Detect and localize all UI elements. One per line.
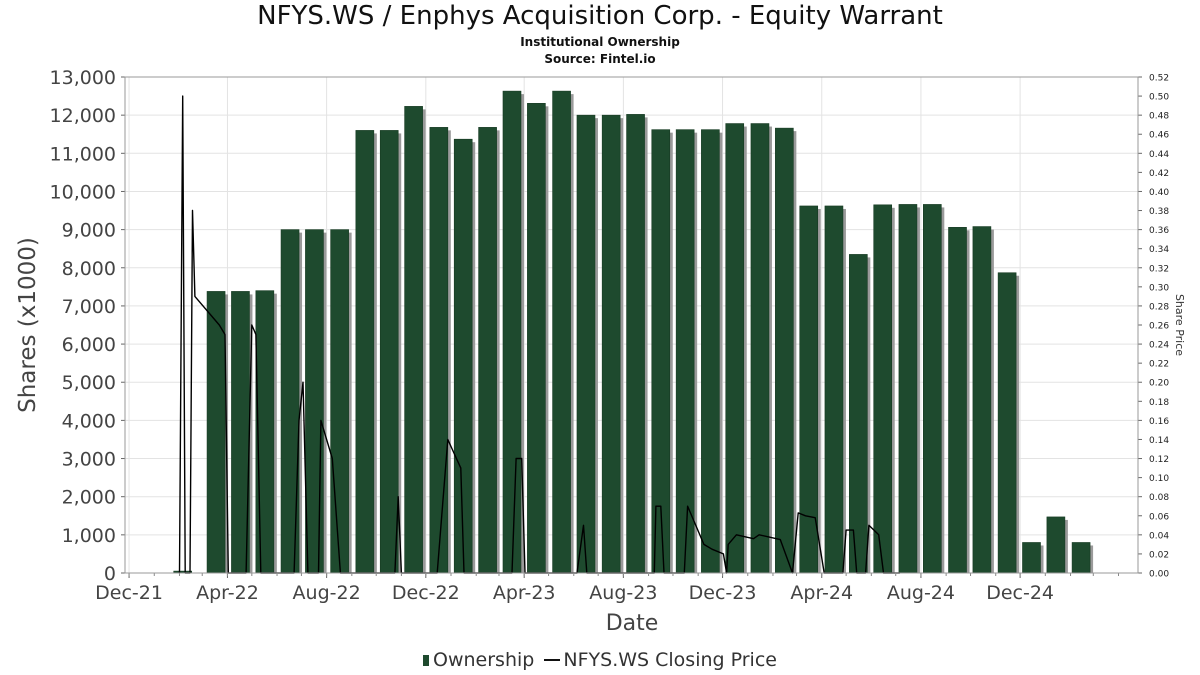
y2-tick-label: 0.16 xyxy=(1149,417,1169,427)
chart-title: NFYS.WS / Enphys Acquisition Corp. - Equ… xyxy=(257,1,943,31)
ownership-bar xyxy=(898,204,918,574)
ownership-bar xyxy=(626,114,645,574)
legend-ownership-label: Ownership xyxy=(433,648,535,671)
y2-tick-label: 0.38 xyxy=(1149,207,1169,217)
ownership-bar xyxy=(923,204,942,574)
x-tick-label: Dec-22 xyxy=(392,582,460,604)
y-tick-label: 1,000 xyxy=(62,525,116,547)
y-tick-label: 8,000 xyxy=(62,258,116,280)
ownership-bar xyxy=(552,90,571,574)
legend-item-ownership: Ownership xyxy=(423,649,534,671)
ownership-bar xyxy=(948,227,967,574)
x-tick-label: Dec-21 xyxy=(95,582,163,604)
y2-tick-label: 0.04 xyxy=(1149,531,1169,541)
chart-source: Source: Fintel.io xyxy=(544,52,656,66)
x-tick-label: Dec-24 xyxy=(986,582,1054,604)
y2-tick-label: 0.14 xyxy=(1149,436,1169,446)
ownership-bar xyxy=(824,205,844,574)
x-tick-label: Apr-22 xyxy=(196,582,259,604)
y2-axis-label: Share Price xyxy=(1173,294,1186,356)
ownership-bar xyxy=(453,138,473,574)
y2-tick-label: 0.42 xyxy=(1149,169,1169,179)
y2-tick-label: 0.12 xyxy=(1149,455,1169,465)
x-tick-label: Aug-22 xyxy=(293,582,361,604)
y2-tick-label: 0.44 xyxy=(1149,150,1169,160)
y2-tick-label: 0.18 xyxy=(1149,398,1169,408)
x-tick-label: Aug-24 xyxy=(887,582,955,604)
ownership-bar xyxy=(601,114,621,574)
y2-tick-label: 0.06 xyxy=(1149,512,1169,522)
legend-bar-swatch xyxy=(423,654,430,666)
ownership-bar xyxy=(478,127,497,574)
x-tick-label: Dec-23 xyxy=(689,582,757,604)
y-tick-label: 2,000 xyxy=(62,487,116,509)
y-tick-label: 12,000 xyxy=(50,105,116,127)
ownership-bar xyxy=(775,127,794,574)
x-axis-label: Date xyxy=(606,611,659,636)
ownership-bar xyxy=(701,129,720,574)
y2-tick-label: 0.00 xyxy=(1149,570,1169,580)
y2-tick-label: 0.08 xyxy=(1149,493,1169,503)
y-axis-label: Shares (x1000) xyxy=(15,237,41,413)
y-tick-label: 11,000 xyxy=(50,143,116,165)
y2-tick-label: 0.22 xyxy=(1149,360,1169,370)
y-tick-label: 6,000 xyxy=(62,334,116,356)
y2-tick-label: 0.50 xyxy=(1149,93,1169,103)
ownership-bar xyxy=(379,130,399,574)
ownership-bar xyxy=(330,229,349,574)
ownership-bar xyxy=(997,272,1017,574)
ownership-bar xyxy=(849,254,868,574)
chart-subtitle: Institutional Ownership xyxy=(520,35,680,49)
ownership-bar xyxy=(725,123,745,574)
axis-layer: 0 1,000 2,000 3,000 4,000 5,000 6,000 7,000 8,00… xyxy=(50,67,1170,604)
ownership-bar xyxy=(1046,516,1066,574)
ownership-bar xyxy=(1022,542,1041,574)
y2-tick-label: 0.10 xyxy=(1149,474,1169,484)
x-tick-label: Apr-23 xyxy=(493,582,556,604)
y2-tick-label: 0.32 xyxy=(1149,264,1169,274)
ownership-bar xyxy=(527,103,546,574)
ownership-bar xyxy=(750,123,770,574)
y2-tick-label: 0.34 xyxy=(1149,245,1169,255)
legend: Ownership NFYS.WS Closing Price xyxy=(0,648,1200,671)
ownership-bar xyxy=(206,291,226,574)
ownership-bar xyxy=(404,106,423,574)
ownership-bar xyxy=(355,130,375,574)
x-tick-label: Apr-24 xyxy=(790,582,853,604)
y-tick-label: 3,000 xyxy=(62,449,116,471)
ownership-bar xyxy=(305,229,324,574)
x-tick-label: Aug-23 xyxy=(589,582,657,604)
legend-line-swatch xyxy=(544,659,561,661)
y-tick-label: 9,000 xyxy=(62,220,116,242)
ownership-bar xyxy=(972,226,992,574)
y-tick-label: 7,000 xyxy=(62,296,116,318)
y-tick-label: 13,000 xyxy=(50,67,116,89)
plot-frame xyxy=(124,76,1139,574)
y2-tick-label: 0.46 xyxy=(1149,131,1169,141)
ownership-bar xyxy=(873,204,893,574)
ownership-bar xyxy=(576,114,596,574)
y-tick-label: 10,000 xyxy=(50,181,116,203)
y2-tick-label: 0.02 xyxy=(1149,550,1169,560)
y-tick-label: 5,000 xyxy=(62,372,116,394)
y2-tick-label: 0.20 xyxy=(1149,379,1169,389)
y2-tick-label: 0.36 xyxy=(1149,226,1169,236)
y2-tick-label: 0.26 xyxy=(1149,322,1169,332)
y2-tick-label: 0.28 xyxy=(1149,302,1169,312)
y-tick-label: 0 xyxy=(104,563,116,585)
y-tick-label: 4,000 xyxy=(62,410,116,432)
ownership-bar xyxy=(675,129,695,574)
legend-item-price: NFYS.WS Closing Price xyxy=(544,649,777,671)
legend-price-label: NFYS.WS Closing Price xyxy=(563,648,777,671)
ownership-bar xyxy=(1071,542,1091,574)
y2-tick-label: 0.48 xyxy=(1149,112,1169,122)
y2-tick-label: 0.24 xyxy=(1149,341,1169,351)
bar-layer xyxy=(173,90,1094,574)
y2-tick-label: 0.30 xyxy=(1149,283,1169,293)
ownership-bar xyxy=(502,90,522,574)
y2-tick-label: 0.40 xyxy=(1149,188,1169,198)
ownership-bar xyxy=(429,127,449,574)
y2-tick-label: 0.52 xyxy=(1149,74,1169,84)
